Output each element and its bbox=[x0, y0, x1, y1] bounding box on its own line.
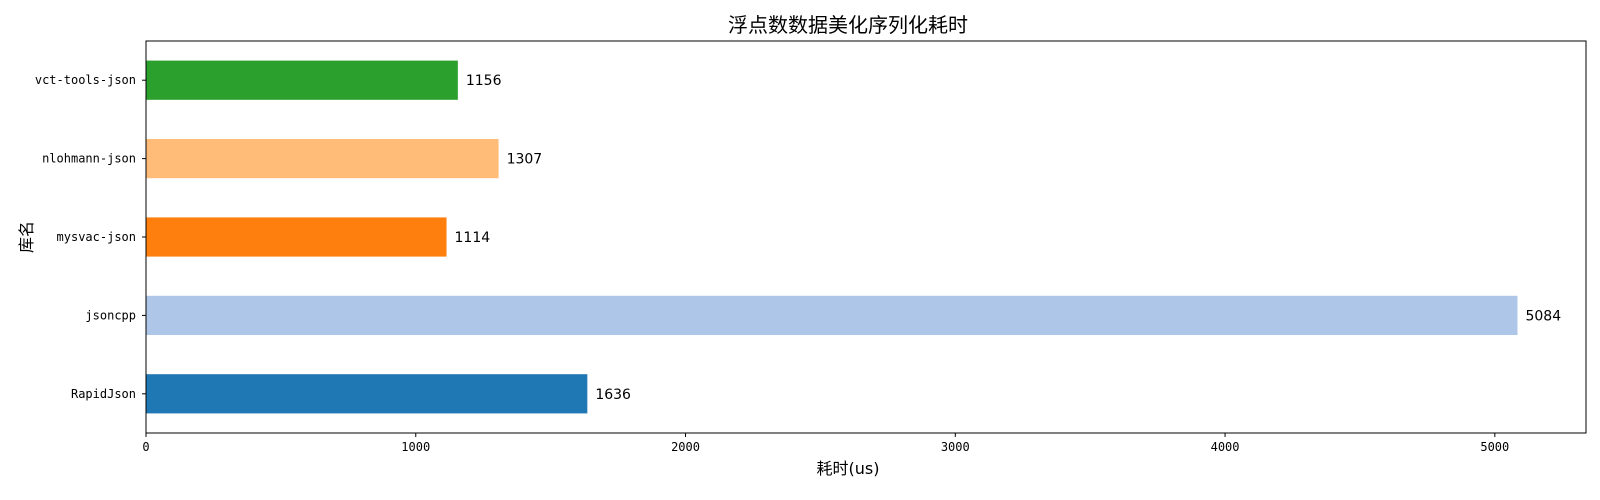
y-tick-label: vct-tools-json bbox=[35, 73, 136, 87]
bar-rapidjson bbox=[146, 374, 588, 414]
bar-mysvac-json bbox=[146, 217, 447, 257]
y-tick-label: nlohmann-json bbox=[42, 152, 136, 166]
y-axis-label: 库名 bbox=[17, 221, 36, 253]
plot-frame bbox=[145, 40, 1587, 434]
value-label-nlohmann-json: 1307 bbox=[507, 152, 543, 168]
x-tick-label: 1000 bbox=[401, 440, 430, 454]
value-label-jsoncpp: 5084 bbox=[1525, 308, 1561, 324]
x-tick-label: 4000 bbox=[1211, 440, 1240, 454]
value-label-mysvac-json: 1114 bbox=[455, 230, 491, 246]
value-label-vct-tools-json: 1156 bbox=[466, 73, 502, 89]
x-tick-label: 0 bbox=[142, 440, 149, 454]
y-axis-ticks: RapidJson jsoncpp mysvac-json nlohmann-json… bbox=[35, 73, 146, 401]
y-tick-label: mysvac-json bbox=[57, 230, 136, 244]
chart-title: 浮点数数据美化序列化耗时 bbox=[728, 13, 968, 37]
bar-vct-tools-json bbox=[146, 60, 458, 100]
x-axis-label: 耗时(us) bbox=[817, 459, 880, 478]
x-axis-ticks: 0 1000 2000 3000 4000 5000 bbox=[142, 433, 1509, 454]
x-tick-label: 3000 bbox=[941, 440, 970, 454]
y-tick-label: jsoncpp bbox=[85, 308, 136, 322]
bar-nlohmann-json bbox=[146, 139, 499, 179]
y-tick-label: RapidJson bbox=[71, 387, 136, 401]
x-tick-label: 2000 bbox=[671, 440, 700, 454]
x-tick-label: 5000 bbox=[1480, 440, 1509, 454]
bars-layer: 1636 5084 1114 1307 1156 bbox=[146, 60, 1561, 414]
bar-jsoncpp bbox=[146, 295, 1518, 335]
value-label-rapidjson: 1636 bbox=[595, 387, 631, 403]
